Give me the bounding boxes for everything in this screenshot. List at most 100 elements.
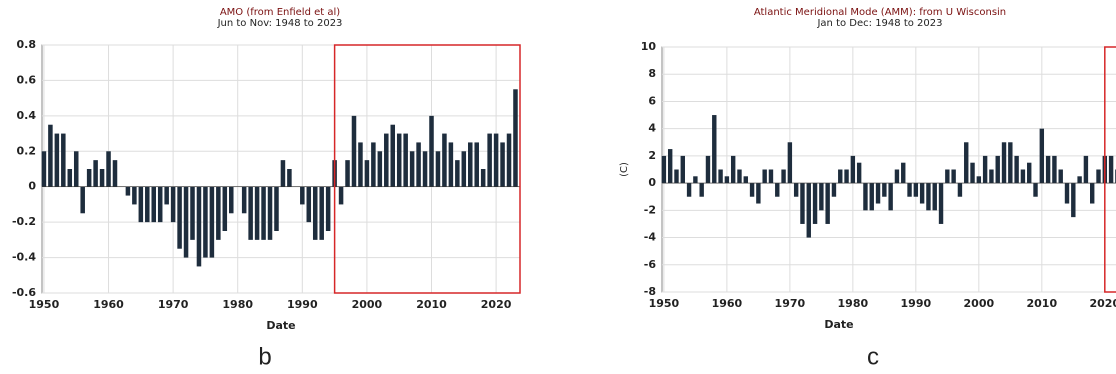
bar (819, 183, 824, 211)
bar (177, 186, 182, 249)
y-tick-label: 0.6 (17, 73, 37, 86)
bar (844, 169, 849, 184)
bar (248, 186, 253, 240)
x-tick-label: 2010 (416, 298, 447, 311)
x-tick-label: 1970 (158, 298, 189, 311)
y-tick-label: -6 (644, 258, 657, 271)
bar (957, 183, 963, 197)
bar (793, 183, 799, 197)
bar (112, 160, 118, 187)
bar (106, 151, 111, 187)
bar (351, 115, 357, 187)
bar (474, 142, 479, 187)
bar (1108, 155, 1114, 184)
panel-label: c (867, 343, 879, 370)
bar (319, 186, 324, 240)
bar (267, 186, 273, 240)
bar (1014, 155, 1019, 184)
y-tick-label: -8 (644, 285, 656, 298)
bar (945, 169, 950, 184)
bar (888, 183, 893, 211)
bar (371, 142, 376, 187)
x-tick-label: 2000 (352, 298, 383, 311)
y-tick-label: 6 (648, 94, 656, 107)
bar (875, 183, 881, 204)
bar (1096, 169, 1101, 184)
x-tick-label: 1960 (712, 297, 743, 310)
y-tick-label: 2 (648, 149, 656, 162)
chart-title: AMO (from Enfield et al) (220, 7, 340, 18)
bar (99, 169, 105, 187)
bar (825, 183, 830, 224)
bar (384, 133, 389, 187)
bar (500, 142, 505, 187)
x-tick-label: 1960 (93, 298, 124, 311)
bar (190, 186, 195, 240)
bar (882, 183, 887, 197)
x-tick-label: 1970 (775, 297, 806, 310)
bar (661, 155, 667, 184)
bar (216, 186, 221, 240)
bar (241, 186, 247, 214)
bar (1090, 183, 1095, 204)
bar (1052, 155, 1057, 184)
bar (506, 133, 512, 187)
y-tick-label: 0 (28, 180, 36, 193)
bar (1039, 128, 1045, 184)
bar (730, 155, 736, 184)
bar (54, 133, 60, 187)
bar (926, 183, 931, 211)
x-tick-label: 1990 (287, 298, 318, 311)
bar (377, 151, 383, 187)
bar (145, 186, 150, 223)
bar (970, 162, 975, 184)
bar (712, 115, 717, 184)
bar (693, 176, 698, 184)
bar (938, 183, 944, 224)
x-tick-label: 2020 (481, 298, 512, 311)
x-axis-label: Date (824, 318, 853, 331)
bar (396, 133, 402, 187)
bar (261, 186, 266, 240)
bar (1001, 142, 1007, 184)
bar (894, 169, 900, 184)
bar (93, 160, 98, 187)
y-tick-label: -2 (644, 203, 656, 216)
bar (775, 183, 780, 197)
bar (67, 169, 73, 187)
bar (254, 186, 260, 240)
bar (409, 151, 415, 187)
bar (718, 169, 723, 184)
bar (287, 169, 292, 187)
bar (422, 151, 428, 187)
y-tick-label: 8 (648, 67, 656, 80)
bar (403, 133, 408, 187)
bar (41, 151, 47, 187)
bar (1027, 162, 1032, 184)
highlight-box (333, 44, 521, 294)
bar (863, 183, 868, 211)
bar (1064, 183, 1070, 204)
y-tick-label: 0.4 (17, 109, 37, 122)
bar (364, 160, 370, 187)
bar (982, 155, 988, 184)
bar (838, 169, 843, 184)
bar (61, 133, 66, 187)
bar (151, 186, 157, 223)
bar (1020, 169, 1026, 184)
bar (183, 186, 189, 258)
bar (480, 169, 486, 187)
chart-subtitle: Jan to Dec: 1948 to 2023 (816, 18, 942, 29)
bar (274, 186, 279, 231)
bar (138, 186, 144, 223)
bar (869, 183, 874, 211)
bar (768, 169, 774, 184)
bar (312, 186, 318, 240)
x-tick-label: 2010 (1027, 297, 1058, 310)
bar (164, 186, 169, 205)
panel-label: b (258, 343, 271, 370)
bar (358, 142, 363, 187)
y-tick-label: -0.4 (12, 251, 36, 264)
bar (435, 151, 441, 187)
bar (222, 186, 228, 231)
